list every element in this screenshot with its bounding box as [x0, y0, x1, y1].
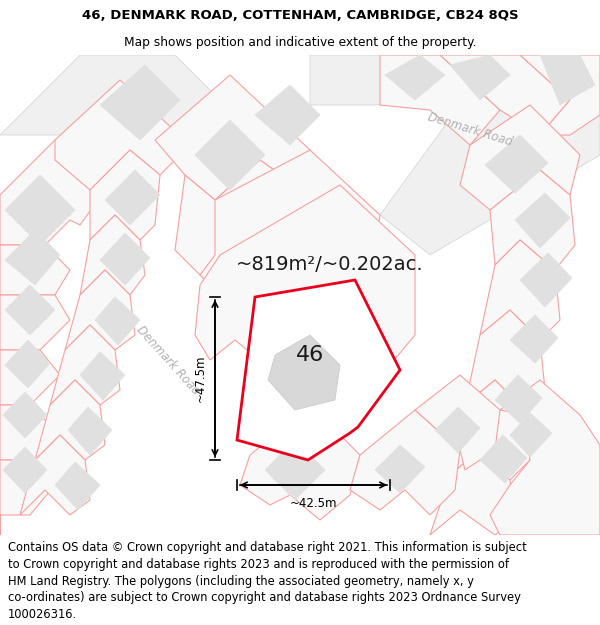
Polygon shape [440, 55, 570, 135]
Polygon shape [80, 215, 145, 295]
Polygon shape [375, 445, 425, 493]
Polygon shape [175, 160, 295, 275]
Text: to Crown copyright and database rights 2023 and is reproduced with the permissio: to Crown copyright and database rights 2… [8, 558, 509, 571]
Polygon shape [5, 340, 50, 388]
Polygon shape [510, 413, 552, 457]
Polygon shape [490, 380, 600, 535]
Polygon shape [195, 120, 265, 190]
Polygon shape [5, 175, 75, 245]
Polygon shape [55, 462, 100, 510]
Polygon shape [0, 405, 55, 460]
Polygon shape [515, 193, 570, 248]
Polygon shape [520, 55, 600, 135]
Polygon shape [0, 55, 350, 265]
Polygon shape [310, 55, 600, 255]
Polygon shape [200, 150, 380, 315]
Polygon shape [105, 170, 160, 225]
Text: ~47.5m: ~47.5m [194, 354, 207, 402]
Polygon shape [520, 253, 572, 307]
Polygon shape [20, 435, 90, 515]
Polygon shape [0, 245, 70, 295]
Polygon shape [90, 150, 160, 240]
Polygon shape [50, 325, 120, 405]
Polygon shape [5, 285, 55, 335]
Polygon shape [490, 170, 575, 270]
Polygon shape [430, 450, 515, 535]
Text: Map shows position and indicative extent of the property.: Map shows position and indicative extent… [124, 36, 476, 49]
Polygon shape [0, 140, 105, 245]
Polygon shape [195, 185, 415, 365]
Text: Contains OS data © Crown copyright and database right 2021. This information is : Contains OS data © Crown copyright and d… [8, 541, 527, 554]
Polygon shape [268, 335, 340, 410]
Polygon shape [80, 352, 125, 400]
Polygon shape [155, 75, 310, 200]
Polygon shape [450, 55, 510, 100]
Polygon shape [55, 80, 190, 190]
Polygon shape [5, 230, 60, 285]
Polygon shape [0, 460, 55, 535]
Polygon shape [0, 350, 60, 405]
Polygon shape [3, 447, 47, 493]
Text: Denmark Road: Denmark Road [134, 323, 202, 397]
Polygon shape [540, 55, 595, 105]
Polygon shape [100, 65, 180, 140]
Polygon shape [35, 380, 105, 460]
Polygon shape [65, 270, 135, 350]
Polygon shape [265, 440, 325, 500]
Text: ~42.5m: ~42.5m [290, 497, 337, 510]
Polygon shape [255, 85, 320, 145]
Polygon shape [385, 55, 445, 100]
Polygon shape [485, 135, 548, 193]
Polygon shape [510, 315, 558, 363]
Polygon shape [240, 405, 360, 520]
Polygon shape [350, 410, 460, 515]
Polygon shape [460, 105, 580, 210]
Text: HM Land Registry. The polygons (including the associated geometry, namely x, y: HM Land Registry. The polygons (includin… [8, 574, 473, 588]
Polygon shape [380, 55, 500, 145]
Text: 100026316.: 100026316. [8, 608, 77, 621]
Text: co-ordinates) are subject to Crown copyright and database rights 2023 Ordnance S: co-ordinates) are subject to Crown copyr… [8, 591, 521, 604]
Polygon shape [3, 392, 47, 438]
Polygon shape [0, 295, 70, 350]
Polygon shape [450, 380, 530, 480]
Polygon shape [465, 310, 545, 410]
Polygon shape [415, 375, 500, 470]
Text: ~819m²/~0.202ac.: ~819m²/~0.202ac. [236, 256, 424, 274]
Polygon shape [495, 375, 542, 423]
Polygon shape [480, 435, 527, 483]
Polygon shape [237, 280, 400, 460]
Polygon shape [435, 407, 480, 453]
Polygon shape [480, 240, 560, 340]
Polygon shape [100, 233, 150, 285]
Polygon shape [95, 297, 140, 345]
Text: 46, DENMARK ROAD, COTTENHAM, CAMBRIDGE, CB24 8QS: 46, DENMARK ROAD, COTTENHAM, CAMBRIDGE, … [82, 9, 518, 22]
Text: 46: 46 [296, 345, 324, 365]
Polygon shape [68, 407, 112, 455]
Text: Denmark Road: Denmark Road [426, 111, 514, 149]
